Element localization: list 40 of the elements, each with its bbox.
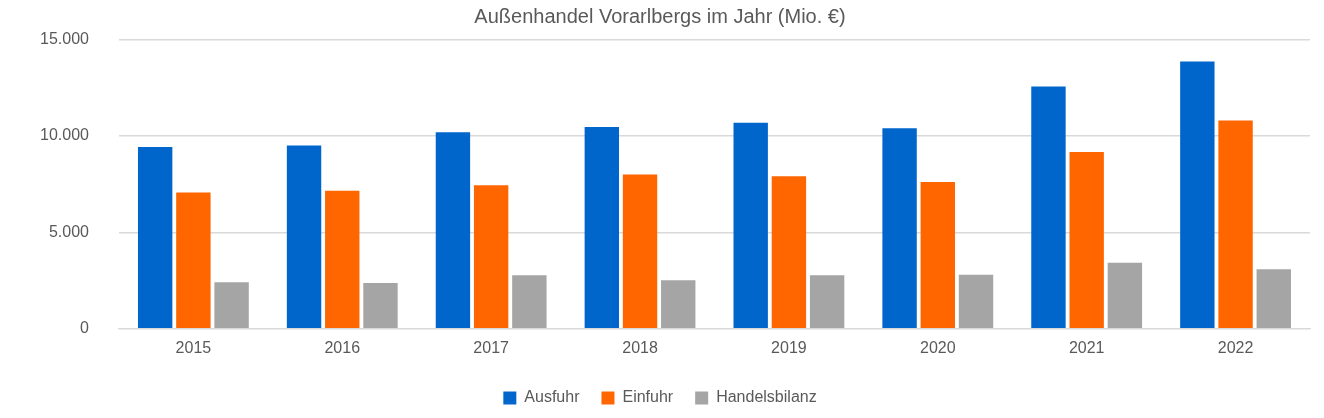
bar xyxy=(882,128,917,329)
bar xyxy=(1180,61,1215,329)
x-tick-label: 2019 xyxy=(771,338,807,356)
bar xyxy=(435,132,471,329)
y-tick-label: 0 xyxy=(80,319,90,337)
legend-label: Einfuhr xyxy=(622,388,674,406)
bar xyxy=(473,185,509,329)
bar xyxy=(661,280,696,329)
bar xyxy=(363,283,398,329)
x-tick-label: 2018 xyxy=(622,338,658,356)
chart-title: Außenhandel Vorarlbergs im Jahr (Mio. €) xyxy=(474,5,846,28)
bar xyxy=(176,192,211,329)
bar xyxy=(733,122,768,329)
legend-label: Ausfuhr xyxy=(524,388,581,406)
legend-label: Handelsbilanz xyxy=(716,388,817,406)
x-tick-label: 2022 xyxy=(1217,338,1254,356)
x-tick-label: 2015 xyxy=(175,338,212,356)
bar xyxy=(512,275,547,329)
bar xyxy=(1256,269,1291,329)
y-tick-label: 5.000 xyxy=(48,222,90,240)
x-tick-label: 2021 xyxy=(1068,338,1105,356)
x-tick-label: 2017 xyxy=(473,338,510,356)
bar xyxy=(286,145,322,329)
bar xyxy=(325,190,360,329)
x-tick-label: 2016 xyxy=(324,338,361,356)
bar xyxy=(137,146,173,329)
bar xyxy=(1107,262,1143,329)
bar xyxy=(622,174,658,329)
bar xyxy=(214,282,249,329)
bar xyxy=(1218,120,1253,329)
bar xyxy=(584,126,620,329)
y-tick-label: 10.000 xyxy=(40,126,90,144)
bar xyxy=(1031,86,1066,329)
bar xyxy=(958,274,994,329)
bar xyxy=(920,181,955,329)
bar xyxy=(771,176,807,329)
y-tick-label: 15.000 xyxy=(40,30,90,48)
x-tick-label: 2020 xyxy=(920,338,956,356)
bar xyxy=(809,275,845,329)
bar xyxy=(1069,152,1104,329)
